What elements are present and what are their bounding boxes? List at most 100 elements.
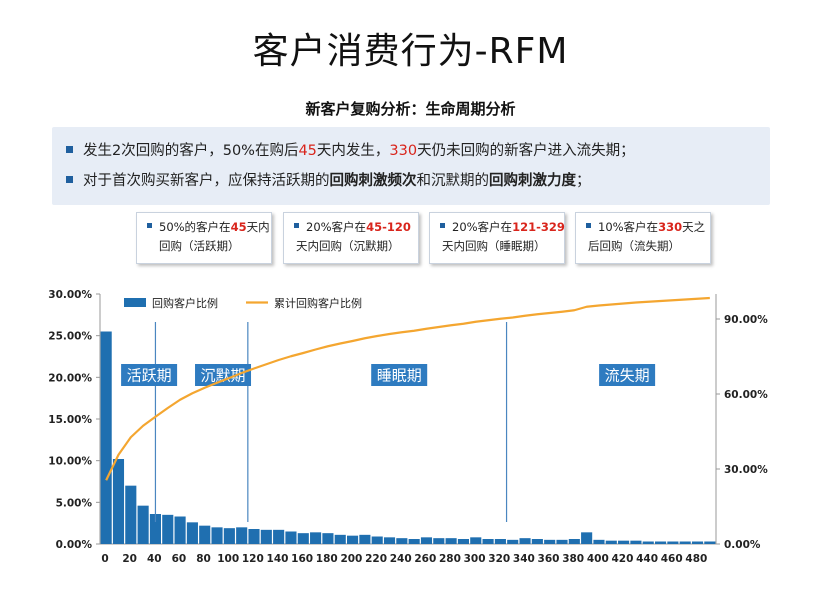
bar bbox=[396, 538, 408, 544]
legend-bar-swatch bbox=[124, 298, 146, 307]
bullet-2-text-a: 对于首次购买新客户，应保持活跃期的 bbox=[83, 173, 330, 189]
phase-box-unit: 天内 bbox=[246, 220, 270, 234]
cumulative-line bbox=[105, 296, 710, 481]
bar bbox=[383, 537, 396, 544]
bar bbox=[359, 534, 371, 544]
bar bbox=[334, 534, 346, 544]
phase-box-range: 45-120 bbox=[366, 220, 411, 234]
bullet-1-text-b: 天内发生， bbox=[316, 143, 390, 159]
bar bbox=[347, 535, 359, 544]
phase-label-bg bbox=[195, 364, 252, 386]
y-left-tick-label: 20.00% bbox=[48, 372, 92, 384]
bar bbox=[482, 539, 494, 544]
bar bbox=[593, 539, 605, 544]
bar bbox=[630, 540, 642, 544]
bullet-1-days-a: 45 bbox=[298, 143, 317, 159]
bar bbox=[667, 541, 679, 544]
bar bbox=[408, 539, 420, 544]
bullet-1-days-b: 330 bbox=[389, 143, 418, 159]
repurchase-chart: 0.00% 5.00% 10.00% 15.00% 20.00% 25.00% 30.00%… bbox=[48, 289, 768, 565]
y-left-tick-label: 30.00% bbox=[48, 289, 92, 301]
x-tick-label: 60 bbox=[172, 553, 187, 565]
bar bbox=[211, 527, 223, 544]
phase-label-bg bbox=[371, 364, 428, 386]
bar bbox=[531, 539, 543, 544]
bar bbox=[581, 532, 593, 544]
bar bbox=[507, 539, 519, 544]
phase-box-line2: 回购（活跃期） bbox=[159, 239, 240, 253]
x-tick-label: 460 bbox=[661, 553, 683, 565]
bar bbox=[445, 538, 457, 544]
phase-label-bg bbox=[599, 364, 656, 386]
y-right-tick-label: 0.00% bbox=[724, 539, 761, 551]
x-tick-label: 220 bbox=[365, 553, 387, 565]
bar bbox=[322, 533, 334, 544]
bar bbox=[568, 539, 580, 544]
bar bbox=[297, 533, 309, 544]
bar bbox=[236, 527, 248, 544]
bar bbox=[691, 541, 704, 544]
x-tick-label: 100 bbox=[217, 553, 239, 565]
x-tick-label: 180 bbox=[316, 553, 338, 565]
phase-label: 沉默期 bbox=[201, 367, 246, 385]
x-tick-label: 280 bbox=[439, 553, 461, 565]
bar bbox=[642, 541, 654, 544]
bar bbox=[310, 532, 322, 544]
bar bbox=[494, 539, 506, 544]
phase-square-icon bbox=[294, 223, 299, 228]
x-tick-label: 420 bbox=[611, 553, 633, 565]
phase-box-range: 45 bbox=[230, 220, 247, 234]
x-tick-label: 360 bbox=[538, 553, 560, 565]
x-tick-label: 120 bbox=[242, 553, 264, 565]
y-left-tick-label: 25.00% bbox=[48, 331, 92, 343]
x-tick-label: 140 bbox=[267, 553, 289, 565]
phase-box-churn: 10%客户在330天之 后回购（流失期） bbox=[575, 212, 711, 264]
phase-box-active: 50%的客户在45天内 回购（活跃期） bbox=[136, 212, 272, 264]
page-subtitle: 新客户复购分析：生命周期分析 bbox=[305, 100, 516, 118]
legend-line-label: 累计回购客户比例 bbox=[274, 296, 362, 310]
phase-box-pct: 20%客户在 bbox=[452, 220, 513, 234]
bar bbox=[679, 541, 691, 544]
bar bbox=[605, 540, 617, 544]
bar bbox=[655, 541, 667, 544]
bar bbox=[273, 529, 285, 544]
phase-label-bg bbox=[121, 364, 178, 386]
phase-box-pct: 50%的客户在 bbox=[159, 220, 231, 234]
bullet-2-text-c: ； bbox=[576, 173, 591, 189]
bullet-square-icon bbox=[66, 175, 73, 183]
phase-box-pct: 20%客户在 bbox=[306, 220, 367, 234]
bar bbox=[371, 536, 383, 544]
phase-box-line2: 后回购（流失期） bbox=[588, 239, 680, 253]
x-tick-label: 200 bbox=[340, 553, 362, 565]
insight-box: 发生2次回购的客户，50%在购后45天内发生，330天仍未回购的新客户进入流失期… bbox=[52, 127, 770, 205]
bar bbox=[199, 525, 211, 544]
phase-box-silent: 20%客户在45-120 天内回购（沉默期） bbox=[283, 212, 419, 264]
x-tick-label: 480 bbox=[685, 553, 707, 565]
phase-label: 睡眠期 bbox=[377, 367, 422, 385]
phase-box-unit: 天之 bbox=[682, 220, 706, 234]
bullet-1: 发生2次回购的客户，50%在购后45天内发生，330天仍未回购的新客户进入流失期… bbox=[66, 139, 635, 160]
x-tick-label: 340 bbox=[513, 553, 535, 565]
legend-bar-label: 回购客户比例 bbox=[152, 296, 218, 310]
x-tick-label: 240 bbox=[390, 553, 412, 565]
bullet-1-text-c: 天仍未回购的新客户进入流失期； bbox=[417, 143, 635, 159]
bar bbox=[544, 539, 556, 544]
phase-box-range: 121-329 bbox=[512, 220, 565, 234]
bar bbox=[618, 540, 630, 544]
bar bbox=[137, 505, 149, 544]
x-tick-label: 400 bbox=[587, 553, 609, 565]
x-tick-label: 300 bbox=[464, 553, 486, 565]
bullet-square-icon bbox=[66, 145, 73, 153]
bar bbox=[125, 485, 137, 544]
x-tick-label: 260 bbox=[414, 553, 436, 565]
bar bbox=[470, 537, 482, 544]
y-left-tick-label: 0.00% bbox=[56, 539, 93, 551]
bullet-2: 对于首次购买新客户，应保持活跃期的回购刺激频次和沉默期的回购刺激力度； bbox=[66, 169, 591, 190]
bar bbox=[162, 514, 174, 544]
x-tick-label: 380 bbox=[562, 553, 584, 565]
bar bbox=[420, 537, 433, 544]
x-tick-label: 80 bbox=[196, 553, 211, 565]
bar bbox=[186, 522, 198, 544]
bar bbox=[174, 516, 186, 544]
phase-label: 活跃期 bbox=[127, 367, 172, 385]
